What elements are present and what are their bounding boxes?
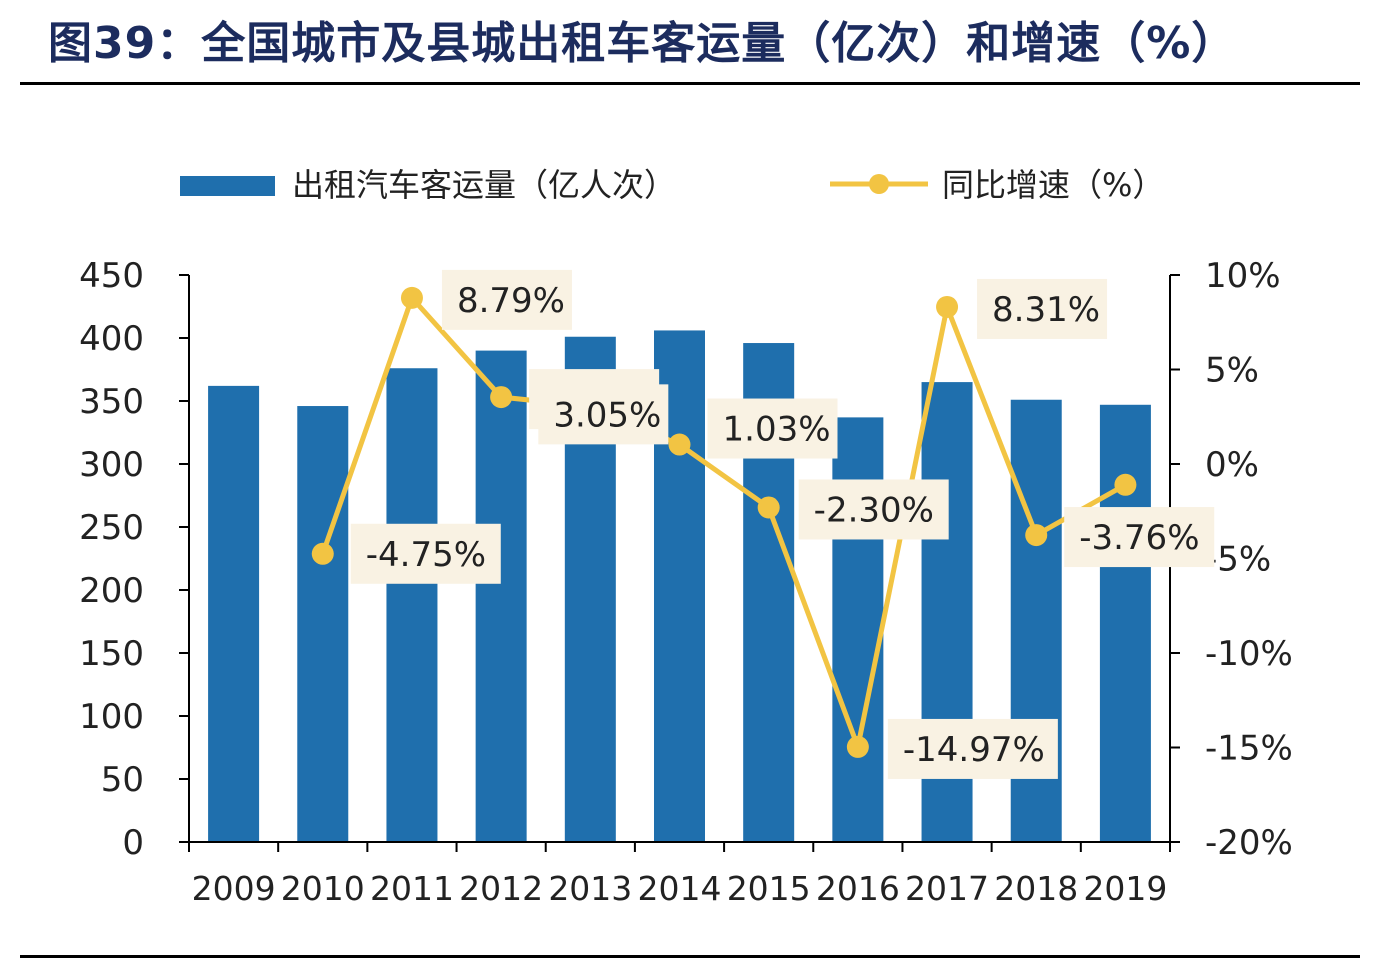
left-axis-tick-label: 0 bbox=[122, 823, 144, 863]
bar-2019 bbox=[1099, 404, 1151, 842]
right-axis-tick-label: -15% bbox=[1205, 729, 1293, 769]
growth-data-label-2015: -2.30% bbox=[798, 479, 949, 540]
x-axis-tick-label-2010: 2010 bbox=[281, 869, 365, 908]
x-axis-tick-label-2009: 2009 bbox=[192, 869, 276, 908]
left-axis-tick-label: 50 bbox=[101, 760, 144, 800]
right-axis-tick-label: -5% bbox=[1205, 540, 1271, 580]
legend-line-label: 同比增速（%） bbox=[942, 166, 1164, 204]
growth-data-label-bg bbox=[707, 398, 838, 459]
bottom-rule bbox=[20, 955, 1360, 958]
growth-line-series bbox=[311, 286, 1137, 758]
x-axis-tick-label-2017: 2017 bbox=[905, 869, 989, 908]
growth-marker-2010 bbox=[311, 542, 334, 565]
growth-data-label-2011: 8.79% bbox=[441, 269, 572, 330]
bar-2011 bbox=[386, 368, 438, 842]
right-axis-tick-label: 5% bbox=[1205, 351, 1259, 391]
growth-line bbox=[320, 295, 1127, 750]
left-axis-tick-label: 250 bbox=[79, 508, 144, 548]
left-axis-tick-label: 400 bbox=[79, 319, 144, 359]
bar-2010 bbox=[297, 406, 349, 842]
right-axis-tick-label: 10% bbox=[1205, 256, 1281, 296]
x-axis-tick-label-2014: 2014 bbox=[638, 869, 722, 908]
growth-data-label-2017: 8.31% bbox=[977, 278, 1108, 339]
growth-marker-2017 bbox=[936, 295, 959, 318]
growth-data-label-bg bbox=[1064, 507, 1215, 568]
legend: 出租汽车客运量（亿人次） 同比增速（%） bbox=[180, 166, 1164, 204]
right-axis-tick-label: -10% bbox=[1205, 634, 1293, 674]
growth-data-label-bg bbox=[887, 718, 1058, 779]
growth-data-label-2014: 1.03% bbox=[707, 398, 838, 459]
bar-2009 bbox=[208, 385, 260, 842]
title-rule bbox=[20, 82, 1360, 85]
growth-data-label-2013: 3.05% bbox=[538, 384, 669, 445]
growth-marker-2019 bbox=[1114, 473, 1137, 496]
right-axis-tick-label: -20% bbox=[1205, 823, 1293, 863]
growth-marker-2012 bbox=[490, 386, 513, 409]
growth-data-labels: -4.75%8.79%3.54%3.05%1.03%-2.30%-14.97%8… bbox=[350, 269, 1215, 779]
left-axis-tick-label: 200 bbox=[79, 571, 144, 611]
growth-data-label-text: 1.03% bbox=[723, 410, 831, 450]
growth-marker-2015 bbox=[757, 496, 780, 519]
growth-marker-2014 bbox=[668, 433, 691, 456]
growth-data-label-bg bbox=[977, 278, 1108, 339]
growth-data-label-text: -4.75% bbox=[366, 535, 486, 575]
left-axis-tick-label: 450 bbox=[79, 256, 144, 296]
legend-line-marker bbox=[869, 174, 889, 194]
growth-marker-2018 bbox=[1025, 524, 1048, 547]
x-axis-tick-label-2013: 2013 bbox=[548, 869, 632, 908]
growth-data-label-2016: -14.97% bbox=[887, 718, 1058, 779]
x-axis-tick-label-2016: 2016 bbox=[816, 869, 900, 908]
growth-data-label-text: -2.30% bbox=[814, 490, 934, 530]
growth-marker-2016 bbox=[846, 735, 869, 758]
growth-data-label-2010: -4.75% bbox=[350, 523, 501, 584]
left-axis-tick-label: 100 bbox=[79, 697, 144, 737]
growth-data-label-text: 3.05% bbox=[553, 395, 661, 435]
right-axis-tick-label: 0% bbox=[1205, 445, 1259, 485]
growth-data-label-bg bbox=[350, 523, 501, 584]
left-axis-tick-label: 150 bbox=[79, 634, 144, 674]
left-axis-tick-label: 350 bbox=[79, 382, 144, 422]
x-axis-tick-label-2015: 2015 bbox=[727, 869, 811, 908]
growth-data-label-2018: -3.76% bbox=[1064, 507, 1215, 568]
bar-2012 bbox=[475, 350, 527, 842]
x-axis-tick-label-2018: 2018 bbox=[994, 869, 1078, 908]
legend-bar-label: 出租汽车客运量（亿人次） bbox=[292, 166, 676, 204]
growth-data-label-bg bbox=[441, 269, 572, 330]
growth-data-label-text: 8.79% bbox=[457, 281, 565, 321]
legend-bar-swatch bbox=[180, 176, 275, 196]
growth-data-label-bg bbox=[538, 384, 669, 445]
growth-data-label-text: -3.76% bbox=[1079, 518, 1199, 558]
growth-marker-2011 bbox=[400, 286, 423, 309]
growth-data-label-text: -14.97% bbox=[903, 730, 1045, 770]
figure-title: 图39：全国城市及县城出租车客运量（亿次）和增速（%） bbox=[48, 18, 1237, 69]
growth-data-label-text: 8.31% bbox=[992, 290, 1100, 330]
x-axis-tick-label-2012: 2012 bbox=[459, 869, 543, 908]
growth-data-label-bg bbox=[798, 479, 949, 540]
x-axis-tick-label-2019: 2019 bbox=[1083, 869, 1167, 908]
x-axis-tick-label-2011: 2011 bbox=[370, 869, 454, 908]
left-axis-tick-label: 300 bbox=[79, 445, 144, 485]
